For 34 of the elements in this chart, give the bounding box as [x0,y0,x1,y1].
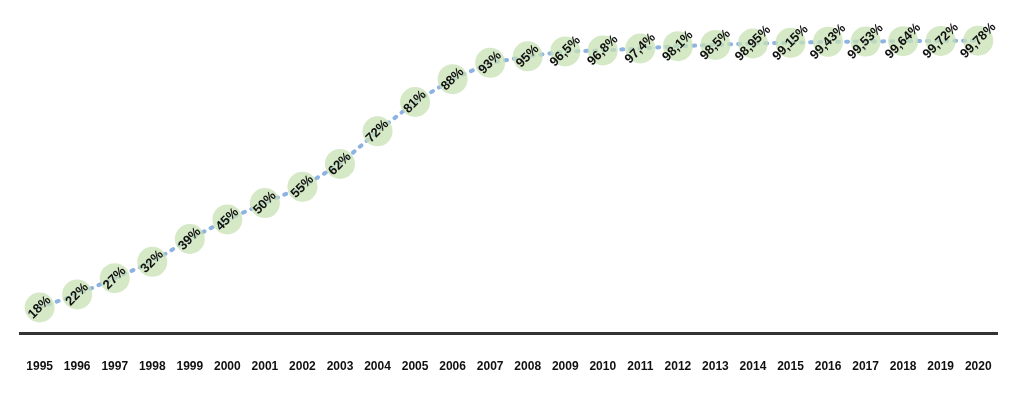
x-tick-label: 2006 [439,359,467,374]
x-tick-label: 2018 [889,359,917,374]
x-tick-label: 2004 [364,359,392,374]
x-tick-label: 2001 [251,359,279,374]
data-label: 50% [249,187,280,217]
x-tick-label: 2016 [814,359,842,374]
data-label: 88% [437,63,467,93]
x-tick-label: 2017 [852,359,880,374]
x-tick-label: 2007 [476,359,504,374]
x-tick-label: 1999 [176,359,204,374]
x-tick-label: 2010 [589,359,617,374]
x-tick-label: 1996 [63,359,91,374]
x-tick-label: 2019 [927,359,955,374]
data-label: 62% [324,148,355,178]
x-tick-label: 2020 [964,359,992,374]
x-tick-label: 2008 [514,359,542,374]
x-tick-label: 2003 [326,359,354,374]
x-tick-label: 2002 [289,359,317,374]
data-label: 95% [512,40,542,71]
x-tick-label: 2011 [627,359,654,374]
x-tick-label: 2014 [739,359,767,374]
x-tick-label: 1998 [138,359,166,374]
x-tick-label: 2005 [401,359,429,374]
x-tick-label: 2009 [551,359,579,374]
x-tick-label: 2013 [702,359,730,374]
data-label: 39% [174,223,204,253]
x-tick-label: 2000 [214,359,242,374]
x-tick-label: 1997 [101,359,129,374]
x-tick-label: 1995 [26,359,54,374]
data-label: 45% [212,203,242,234]
data-label: 81% [399,86,430,116]
x-tick-label: 2015 [777,359,805,374]
data-label: 72% [362,115,392,146]
x-tick-label: 2012 [664,359,692,374]
